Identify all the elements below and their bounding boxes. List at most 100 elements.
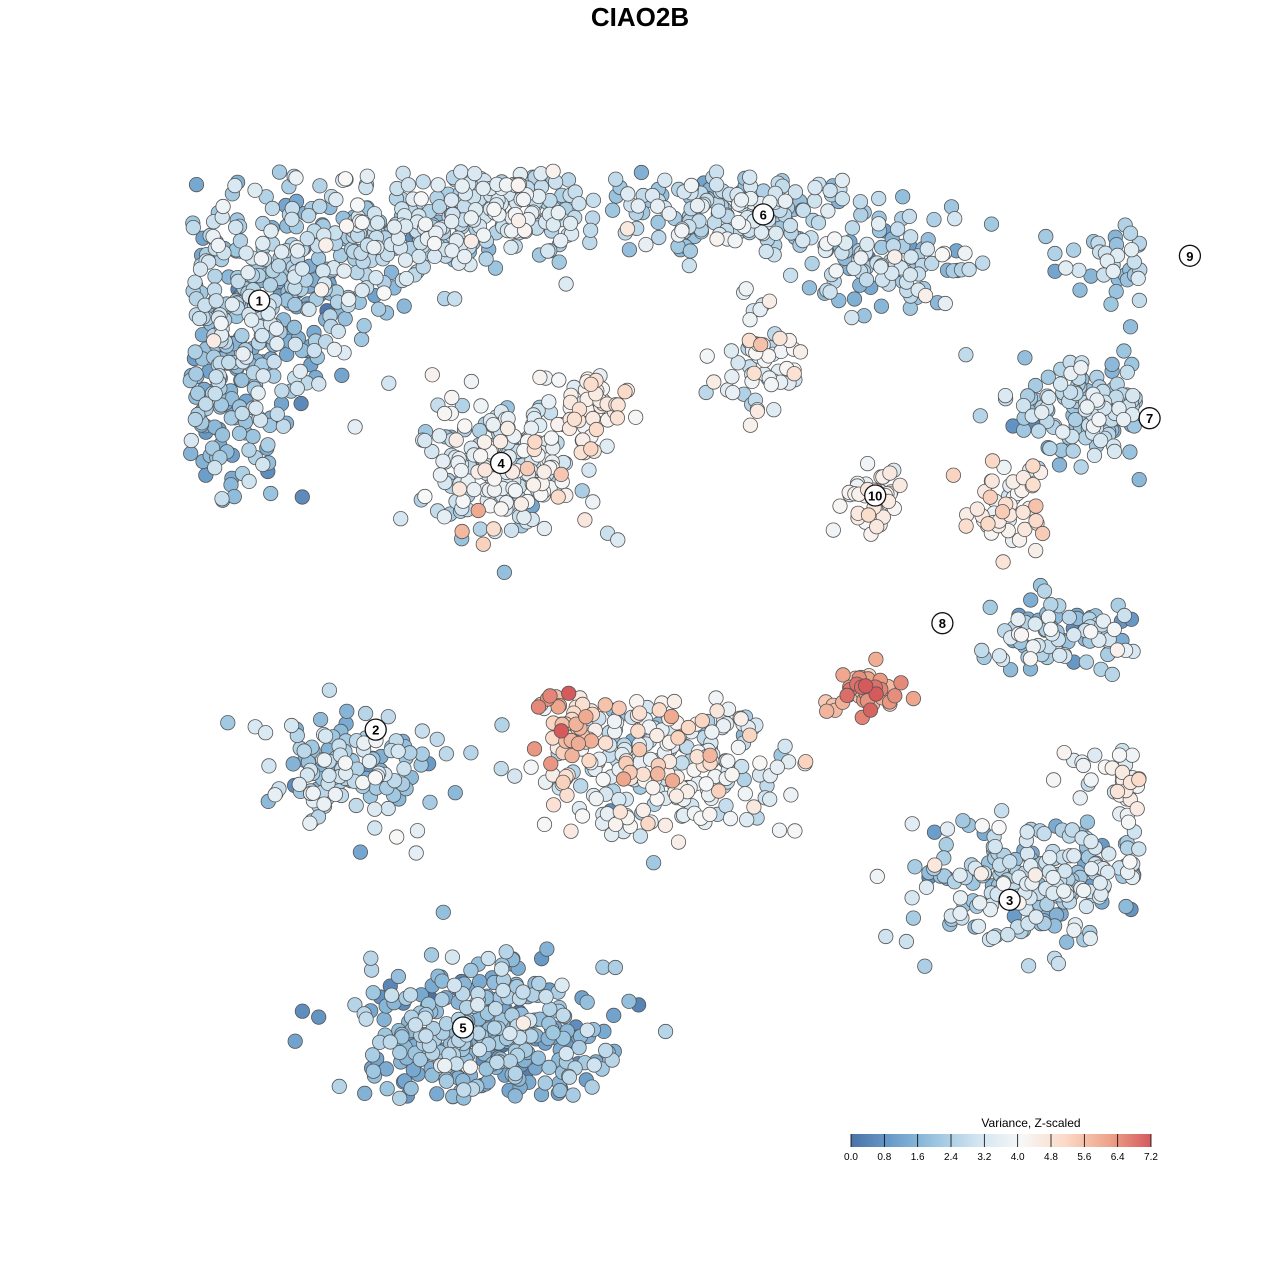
data-point — [1079, 399, 1095, 415]
data-point — [1059, 934, 1075, 950]
data-point — [1131, 771, 1147, 788]
data-point — [383, 264, 400, 280]
data-point — [532, 369, 548, 385]
data-point — [389, 829, 405, 845]
data-point — [493, 760, 509, 777]
legend-tick-label: 2.4 — [944, 1152, 958, 1163]
data-point — [476, 434, 493, 450]
data-point — [565, 1087, 581, 1103]
data-point — [763, 376, 779, 393]
data-point — [1042, 440, 1058, 457]
data-point — [617, 384, 633, 400]
data-point — [475, 180, 491, 196]
data-point — [426, 248, 443, 264]
data-point — [192, 261, 209, 277]
data-point — [1002, 662, 1019, 678]
data-point — [635, 766, 651, 782]
data-point — [244, 312, 260, 328]
data-point — [470, 997, 486, 1013]
data-point — [538, 989, 554, 1005]
data-point — [1043, 596, 1059, 613]
data-point — [895, 189, 911, 205]
data-point — [422, 794, 438, 810]
data-point — [742, 417, 759, 433]
data-point — [612, 804, 628, 820]
data-point — [1071, 262, 1087, 278]
data-point — [207, 268, 223, 284]
data-point — [435, 453, 451, 469]
data-point — [530, 1050, 546, 1066]
data-point — [859, 455, 876, 472]
data-point — [905, 910, 922, 926]
data-point — [631, 705, 648, 721]
data-point — [649, 727, 665, 744]
data-point — [846, 291, 863, 307]
data-point — [318, 237, 334, 253]
cluster-label-8: 8 — [931, 612, 954, 635]
data-point — [382, 1034, 398, 1050]
data-point — [228, 219, 244, 235]
data-point — [711, 783, 727, 799]
data-point — [415, 174, 431, 190]
data-point — [250, 385, 266, 401]
data-point — [619, 221, 636, 237]
data-point — [269, 406, 285, 422]
data-point — [768, 225, 784, 241]
data-point — [718, 798, 734, 814]
data-point — [435, 904, 451, 920]
data-point — [248, 400, 264, 416]
data-point — [554, 977, 570, 993]
data-point — [668, 788, 685, 804]
data-point — [311, 1009, 327, 1025]
data-point — [1079, 814, 1096, 830]
data-point — [381, 375, 397, 391]
data-point — [873, 298, 890, 314]
legend-tick-label: 1.6 — [911, 1152, 925, 1163]
data-point — [437, 1058, 453, 1074]
data-point — [889, 221, 906, 237]
data-point — [1002, 854, 1018, 870]
data-point — [352, 844, 368, 860]
data-point — [536, 464, 552, 480]
data-point — [487, 260, 504, 276]
data-point — [742, 727, 758, 743]
data-point — [1111, 747, 1128, 763]
data-point — [980, 516, 996, 532]
data-point — [772, 330, 788, 346]
data-point — [984, 473, 1000, 489]
data-point — [844, 220, 861, 236]
data-point — [383, 987, 400, 1003]
data-point — [758, 243, 774, 260]
data-point — [807, 180, 823, 196]
data-point — [878, 928, 894, 945]
data-point — [583, 441, 599, 457]
data-point — [519, 460, 536, 477]
data-point — [379, 1081, 395, 1097]
data-point — [582, 222, 599, 238]
data-point — [961, 261, 977, 278]
data-point — [766, 402, 782, 418]
data-point — [834, 172, 850, 188]
cluster-number: 7 — [1146, 411, 1153, 426]
legend-tick-label: 6.4 — [1111, 1152, 1125, 1163]
data-point — [1055, 424, 1071, 440]
data-point — [720, 753, 736, 769]
data-point — [1025, 458, 1041, 474]
data-point — [1052, 647, 1068, 664]
cluster-label-1: 1 — [248, 289, 271, 312]
data-point — [1056, 883, 1072, 899]
data-point — [545, 163, 561, 179]
data-point — [337, 755, 353, 771]
data-point — [610, 397, 626, 413]
data-point — [702, 806, 718, 823]
data-point — [628, 409, 644, 425]
data-point — [326, 341, 342, 357]
data-point — [551, 372, 567, 388]
data-point — [733, 192, 750, 208]
data-point — [1028, 498, 1044, 514]
data-point — [1031, 423, 1047, 439]
cluster-number: 5 — [459, 1021, 466, 1036]
data-point — [515, 191, 532, 208]
data-point — [555, 774, 571, 790]
data-point — [376, 1011, 392, 1028]
